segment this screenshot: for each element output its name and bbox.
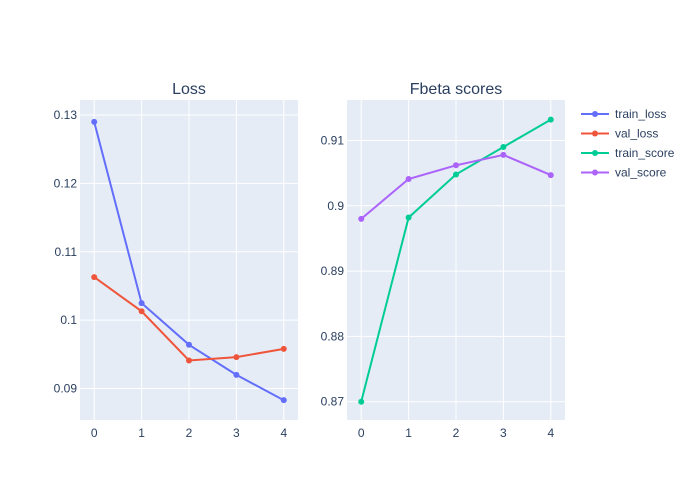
legend-marker-icon bbox=[592, 130, 598, 137]
subplot-1: 0 1 2 3 4 0.09 0.1 0.11 0.12 0.13 Loss bbox=[54, 81, 298, 440]
data-point bbox=[138, 300, 145, 307]
legend-marker-icon bbox=[592, 111, 598, 117]
data-point bbox=[138, 308, 145, 315]
data-point bbox=[280, 345, 287, 352]
legend-label: train_score bbox=[615, 146, 675, 160]
data-point bbox=[233, 371, 240, 378]
data-point bbox=[186, 357, 192, 364]
legend-item-val_loss[interactable]: val_loss bbox=[581, 127, 658, 141]
series-train_loss bbox=[91, 118, 287, 404]
data-point bbox=[280, 397, 287, 404]
y-tick-label: 0.11 bbox=[55, 245, 78, 259]
y-tick-label: 0.1 bbox=[60, 313, 77, 327]
x-tick-label: 2 bbox=[186, 426, 193, 440]
subplot-title: Loss bbox=[172, 81, 206, 98]
x-tick-label: 1 bbox=[405, 426, 412, 440]
legend-item-train_score[interactable]: train_score bbox=[581, 146, 675, 160]
series-val_loss bbox=[91, 274, 287, 364]
data-point bbox=[453, 171, 459, 178]
data-point bbox=[358, 398, 365, 405]
y-tick-label: 0.12 bbox=[54, 176, 78, 190]
x-tick-label: 4 bbox=[547, 426, 554, 440]
data-point bbox=[405, 214, 412, 221]
y-tick-label: 0.89 bbox=[321, 264, 345, 278]
legend-marker-icon bbox=[592, 169, 598, 176]
legend-item-train_loss[interactable]: train_loss bbox=[581, 107, 666, 121]
y-tick-label: 0.9 bbox=[327, 199, 344, 213]
legend-marker-icon bbox=[592, 150, 598, 156]
legend-item-val_score[interactable]: val_score bbox=[581, 166, 667, 180]
data-point bbox=[547, 116, 554, 123]
y-tick-label: 0.09 bbox=[54, 382, 78, 396]
series-train_score bbox=[358, 116, 554, 405]
data-point bbox=[500, 144, 507, 151]
x-tick-label: 3 bbox=[233, 426, 240, 440]
data-point bbox=[91, 274, 98, 281]
legend-label: train_loss bbox=[615, 107, 666, 121]
data-point bbox=[500, 151, 507, 158]
subplot-title: Fbeta scores bbox=[410, 81, 502, 98]
legend: train_loss val_loss train_score val_score bbox=[581, 107, 675, 180]
series-val_score bbox=[358, 151, 554, 222]
subplot-2: 0 1 2 3 4 0.87 0.88 0.89 0.9 0.91 Fbeta scores bbox=[321, 81, 565, 440]
y-tick-label: 0.13 bbox=[54, 108, 78, 122]
data-point bbox=[547, 172, 554, 179]
x-tick-label: 4 bbox=[280, 426, 287, 440]
x-tick-label: 1 bbox=[138, 426, 145, 440]
legend-label: val_loss bbox=[615, 127, 658, 141]
data-point bbox=[91, 118, 98, 125]
data-point bbox=[358, 215, 365, 222]
data-point bbox=[186, 341, 192, 348]
x-tick-label: 3 bbox=[500, 426, 507, 440]
legend-label: val_score bbox=[615, 166, 667, 180]
data-point bbox=[233, 354, 240, 361]
x-tick-label: 0 bbox=[358, 426, 365, 440]
y-tick-label: 0.88 bbox=[321, 329, 345, 343]
data-point bbox=[453, 162, 459, 169]
data-point bbox=[405, 176, 412, 183]
y-tick-label: 0.91 bbox=[321, 133, 345, 147]
x-tick-label: 0 bbox=[91, 426, 98, 440]
y-tick-label: 0.87 bbox=[321, 395, 345, 409]
x-tick-label: 2 bbox=[453, 426, 460, 440]
